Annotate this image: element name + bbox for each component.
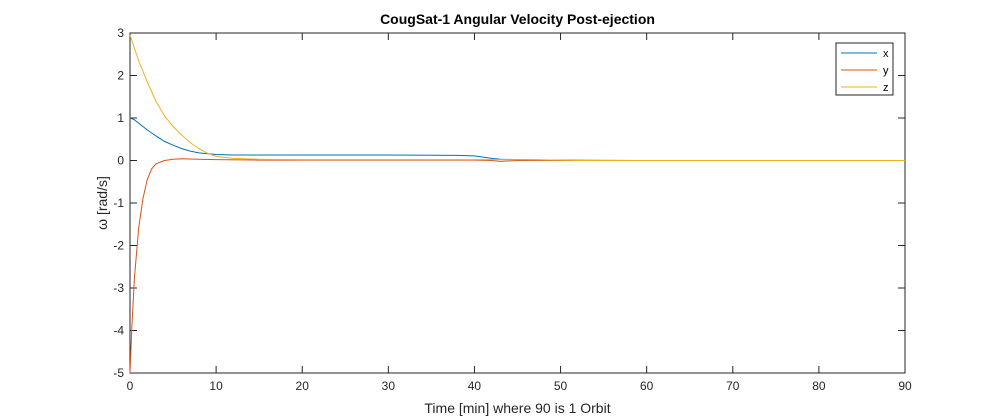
x-tick-label: 90 bbox=[898, 379, 912, 393]
legend: xyz bbox=[835, 42, 894, 96]
y-tick-label: -2 bbox=[113, 239, 124, 253]
legend-box bbox=[835, 42, 894, 96]
legend-label-y: y bbox=[883, 65, 889, 77]
series-lines bbox=[129, 34, 905, 374]
x-tick-label: 50 bbox=[554, 379, 568, 393]
y-tick-label: 0 bbox=[117, 154, 124, 168]
x-axis-label: Time [min] where 90 is 1 Orbit bbox=[424, 400, 610, 416]
y-axis-label: ω [rad/s] bbox=[94, 176, 110, 230]
x-tick-label: 10 bbox=[209, 379, 223, 393]
x-tick-label: 20 bbox=[296, 379, 310, 393]
x-tick-label: 60 bbox=[640, 379, 654, 393]
x-tick-label: 0 bbox=[127, 379, 134, 393]
y-tick-label: -4 bbox=[113, 324, 124, 338]
x-tick-label: 30 bbox=[382, 379, 396, 393]
x-tick-label: 40 bbox=[468, 379, 482, 393]
series-line-y bbox=[129, 158, 905, 374]
chart-title: CougSat-1 Angular Velocity Post-ejection bbox=[380, 11, 655, 27]
series-line-z bbox=[129, 34, 905, 161]
y-tick-label: -3 bbox=[113, 281, 124, 295]
y-tick-label: -1 bbox=[113, 196, 124, 210]
y-tick-label: 3 bbox=[117, 26, 124, 40]
x-tick-label: 70 bbox=[726, 379, 740, 393]
y-tick-label: 2 bbox=[117, 69, 124, 83]
y-tick-label: -5 bbox=[113, 366, 124, 380]
legend-label-x: x bbox=[883, 48, 889, 60]
legend-label-z: z bbox=[883, 82, 889, 94]
plot-area bbox=[129, 32, 906, 374]
x-tick-label: 80 bbox=[812, 379, 826, 393]
y-tick-label: 1 bbox=[117, 111, 124, 125]
